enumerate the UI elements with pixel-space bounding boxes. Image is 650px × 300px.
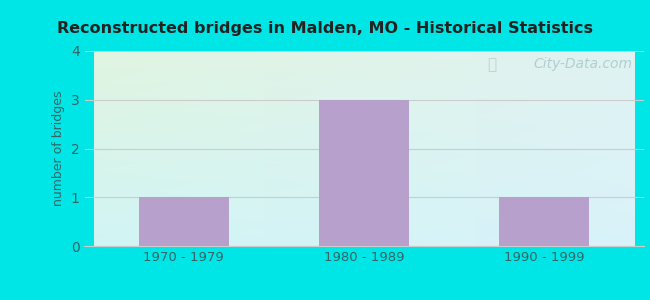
Text: ⓘ: ⓘ — [487, 57, 496, 72]
Y-axis label: number of bridges: number of bridges — [52, 91, 65, 206]
Text: Reconstructed bridges in Malden, MO - Historical Statistics: Reconstructed bridges in Malden, MO - Hi… — [57, 21, 593, 36]
Bar — [319, 100, 409, 246]
Bar — [138, 197, 229, 246]
Text: City-Data.com: City-Data.com — [533, 57, 632, 71]
Bar — [499, 197, 590, 246]
